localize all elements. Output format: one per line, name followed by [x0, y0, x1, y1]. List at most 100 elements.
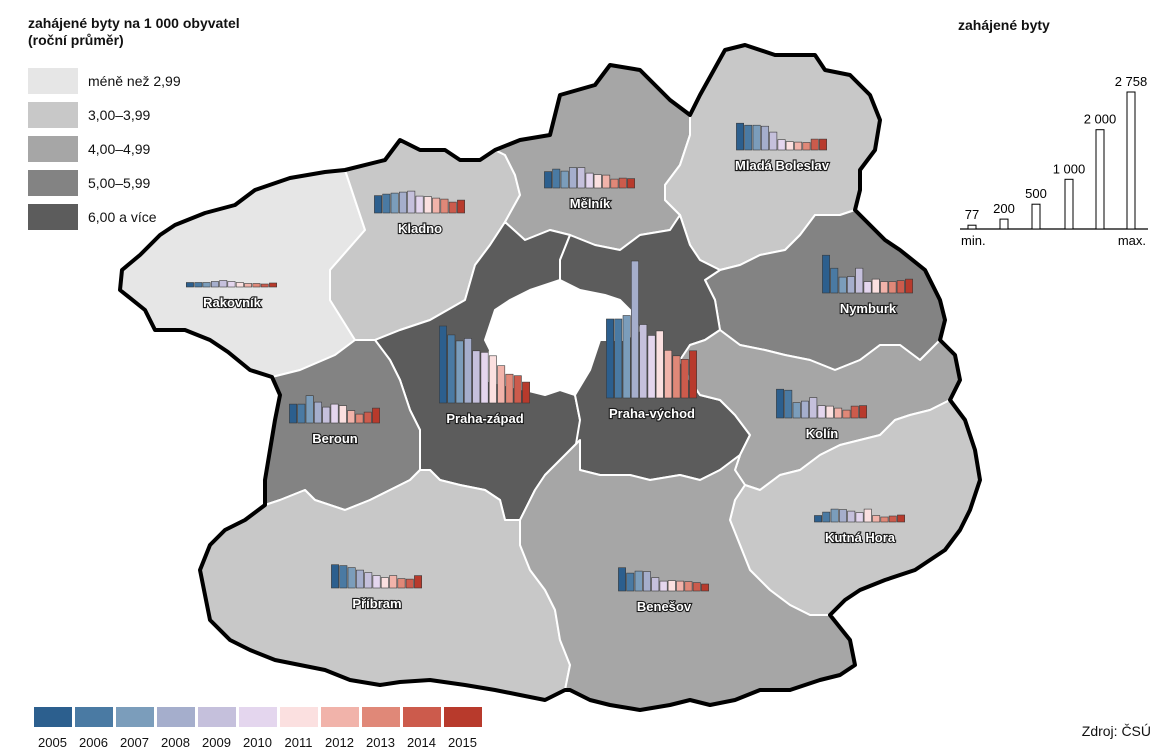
district-bar	[769, 131, 778, 151]
year-scale-item: 2012	[319, 707, 360, 750]
district-bar	[618, 177, 627, 189]
district-bar	[544, 171, 553, 189]
district-bar	[830, 267, 839, 294]
district-label: Kladno	[398, 221, 442, 236]
district-bar	[186, 282, 194, 288]
size-legend-label: 1 000	[1053, 161, 1086, 176]
district-bar	[552, 168, 561, 189]
district-bar	[355, 569, 364, 589]
district-bar	[227, 281, 236, 288]
district-bar	[822, 511, 831, 523]
district-bar	[888, 515, 897, 523]
district-chart: Mladá Boleslav	[734, 122, 831, 174]
year-swatch	[361, 707, 400, 727]
district-label: Praha-západ	[446, 411, 523, 426]
district-bar	[363, 411, 372, 424]
district-bar	[347, 567, 356, 589]
district-bar	[846, 276, 855, 294]
district-bar	[568, 167, 577, 189]
district-bar	[830, 508, 839, 523]
district-label: Benešov	[637, 599, 692, 614]
district-bar	[480, 351, 489, 404]
district-bar	[606, 318, 615, 399]
district-bar	[622, 315, 631, 399]
year-swatch	[320, 707, 359, 727]
district-bar	[817, 405, 826, 419]
legend-title-line1: zahájené byty na 1 000 obyvatel	[28, 15, 240, 31]
district-bar	[372, 575, 381, 589]
year-label: 2015	[448, 735, 477, 750]
district-bar	[374, 195, 382, 214]
year-label: 2011	[284, 735, 313, 750]
district-label: Mělník	[570, 196, 611, 211]
district-bar	[347, 410, 356, 424]
district-label: Rakovník	[203, 295, 262, 310]
district-chart: Praha-východ	[606, 260, 698, 422]
district-bar	[447, 334, 456, 404]
district-bar	[455, 340, 464, 404]
district-bar	[667, 580, 676, 592]
legend-label: 3,00–3,99	[88, 107, 151, 123]
district-bar	[810, 138, 819, 151]
year-label: 2012	[325, 735, 354, 750]
district-label: Nymburk	[840, 301, 897, 316]
district-bar	[610, 178, 619, 189]
legend-title-line2: (roční průměr)	[28, 32, 124, 48]
year-scale-item: 2011	[278, 707, 319, 750]
district-chart: Praha-západ	[439, 325, 531, 427]
year-scale-item: 2008	[155, 707, 196, 750]
district-bar	[785, 141, 794, 151]
district-bar	[850, 405, 859, 419]
district-bar	[744, 124, 753, 151]
district-bar	[269, 282, 277, 288]
district-bar	[372, 407, 380, 424]
district-bar	[397, 578, 406, 589]
legend-swatch	[28, 204, 78, 230]
district-bar	[260, 283, 269, 288]
district-chart: Kladno	[374, 190, 465, 237]
size-legend-label: 77	[965, 207, 979, 222]
year-scale-item: 2010	[237, 707, 278, 750]
district-chart: Rakovník	[186, 280, 277, 311]
district-label: Mladá Boleslav	[735, 158, 830, 173]
district-bar	[634, 570, 643, 592]
district-bar	[331, 564, 339, 589]
size-legend-bar	[1126, 91, 1136, 230]
district-bar	[736, 122, 745, 151]
district-bar	[880, 516, 889, 523]
district-bar	[655, 330, 664, 399]
district-chart: Nymburk	[822, 254, 914, 317]
year-swatch	[156, 707, 195, 727]
district-bar	[664, 349, 673, 399]
size-legend-label: 2 000	[1084, 112, 1117, 127]
district-bar	[463, 338, 472, 404]
district-label: Praha-východ	[609, 406, 695, 421]
year-swatch	[238, 707, 277, 727]
district-bar	[880, 281, 889, 294]
year-label: 2009	[202, 735, 231, 750]
district-bar	[752, 124, 761, 151]
district-bar	[202, 282, 211, 288]
district-bar	[382, 193, 391, 214]
legend-row: 4,00–4,99	[28, 132, 181, 166]
district-bar	[647, 335, 656, 399]
district-bar	[847, 510, 856, 523]
district-bar	[390, 192, 399, 214]
year-label: 2013	[366, 735, 395, 750]
district-chart: Mělník	[544, 167, 636, 212]
district-bar	[440, 198, 449, 214]
district-bar	[522, 381, 531, 404]
district-bar	[235, 282, 244, 288]
district-bar	[692, 582, 701, 592]
size-legend-label: 200	[993, 201, 1015, 216]
district-bar	[322, 406, 331, 424]
district-bar	[897, 514, 906, 523]
district-bar	[651, 577, 660, 592]
district-bar	[814, 515, 823, 523]
district-bar	[219, 280, 228, 288]
district-chart: Benešov	[618, 567, 710, 615]
district-bar	[364, 572, 373, 589]
district-bar	[289, 403, 297, 424]
district-bar	[784, 389, 793, 419]
district-bar	[252, 283, 261, 288]
